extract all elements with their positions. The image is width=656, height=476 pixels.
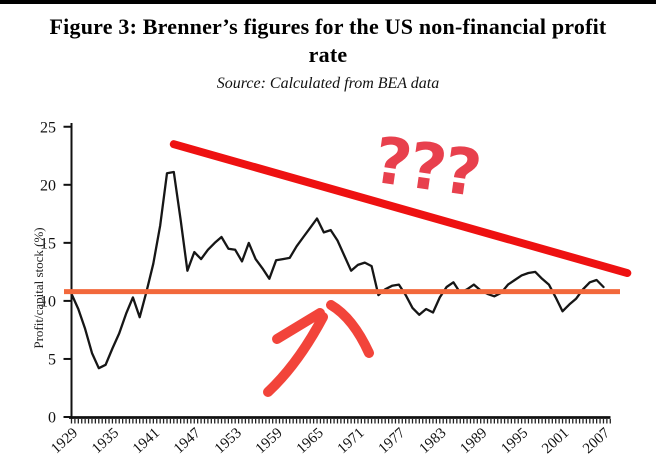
y-axis-title: Profit/capital stock (%): [31, 227, 46, 348]
x-tick-label: 1983: [416, 425, 449, 457]
x-tick-label: 2001: [539, 425, 572, 457]
y-tick-label: 25: [40, 119, 56, 136]
x-tick-label: 1995: [498, 425, 531, 457]
arrow-barb-right: [326, 300, 374, 358]
x-axis: 1929 1935 1941 1947 1953 1959 1965 1971 1977 1983…: [48, 416, 614, 457]
x-tick-label: 1971: [335, 425, 368, 457]
profit-rate-line: [70, 170, 605, 370]
x-tick-label: 1941: [130, 425, 163, 457]
arrow-annotation: [263, 300, 374, 397]
x-tick-label: 1959: [253, 425, 286, 457]
x-tick-label: 1929: [48, 425, 81, 457]
y-tick-label: 5: [48, 351, 56, 368]
question-marks-annotation: ???: [369, 124, 484, 212]
y-tick-label: 20: [40, 177, 56, 194]
arrow-shaft: [263, 312, 328, 397]
x-tick-label: 1989: [457, 425, 490, 457]
y-tick-label: 15: [40, 235, 56, 252]
x-tick-label: 1977: [376, 425, 409, 457]
x-tick-label: 1947: [171, 425, 204, 457]
top-border-rule: [0, 0, 656, 4]
arrow-barb-left: [272, 308, 325, 344]
x-tick-label: 2007: [580, 425, 613, 457]
declining-trend-line-annotation: [169, 140, 632, 278]
figure-title-line1: Figure 3: Brenner’s figures for the US n…: [49, 14, 607, 39]
x-tick-label: 1935: [89, 425, 122, 457]
figure-header: Figure 3: Brenner’s figures for the US n…: [0, 13, 656, 93]
y-tick-label: 10: [40, 293, 56, 310]
figure-title-line2: rate: [308, 42, 348, 67]
figure-title: Figure 3: Brenner’s figures for the US n…: [0, 13, 656, 69]
x-tick-label: 1965: [294, 425, 327, 457]
figure-source: Source: Calculated from BEA data: [216, 75, 440, 92]
y-axis: 0 5 10 15 20 25: [40, 119, 73, 427]
x-tick-label: 1953: [212, 425, 245, 457]
y-tick-label: 0: [48, 410, 56, 427]
